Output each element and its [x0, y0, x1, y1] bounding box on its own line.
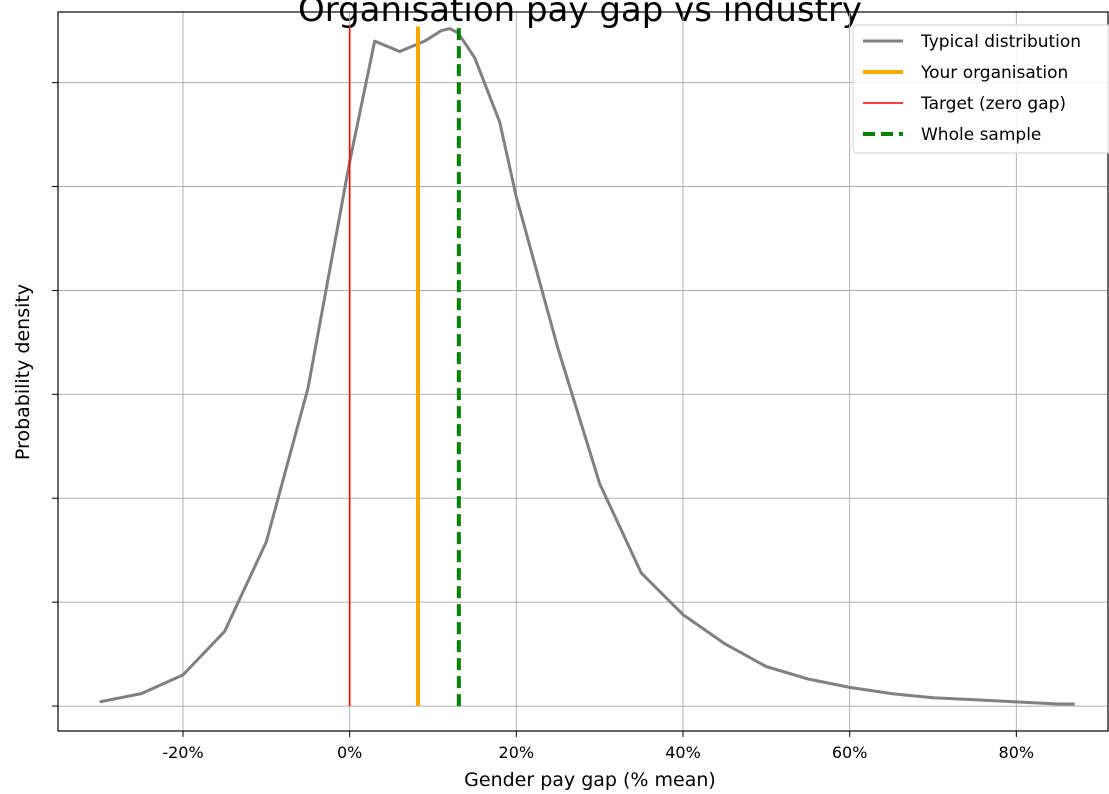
legend-label: Typical distribution	[920, 32, 1081, 52]
x-axis-label: Gender pay gap (% mean)	[464, 769, 716, 791]
series-layer	[99, 26, 1075, 707]
x-tick-label: 80%	[999, 743, 1035, 762]
legend-label: Your organisation	[920, 63, 1068, 83]
x-tick-label: 0%	[337, 743, 362, 762]
chart-title: Organisation pay gap vs industry	[298, 0, 862, 30]
legend-label: Target (zero gap)	[920, 94, 1066, 114]
x-tick-label: -20%	[162, 743, 203, 762]
y-axis-label: Probability density	[12, 284, 34, 460]
x-tick-label: 40%	[665, 743, 701, 762]
legend-label: Whole sample	[921, 125, 1041, 145]
x-tick-label: 20%	[499, 743, 535, 762]
legend: Typical distribution Your organisation Tar…	[852, 24, 1109, 154]
legend-box	[852, 24, 1109, 154]
plot-frame	[57, 11, 1109, 732]
series-line-typical-distribution	[99, 27, 1075, 706]
axis-ticks: -20% 0% 20% 40% 60% 80%	[52, 82, 1035, 762]
x-tick-label: 60%	[832, 743, 868, 762]
